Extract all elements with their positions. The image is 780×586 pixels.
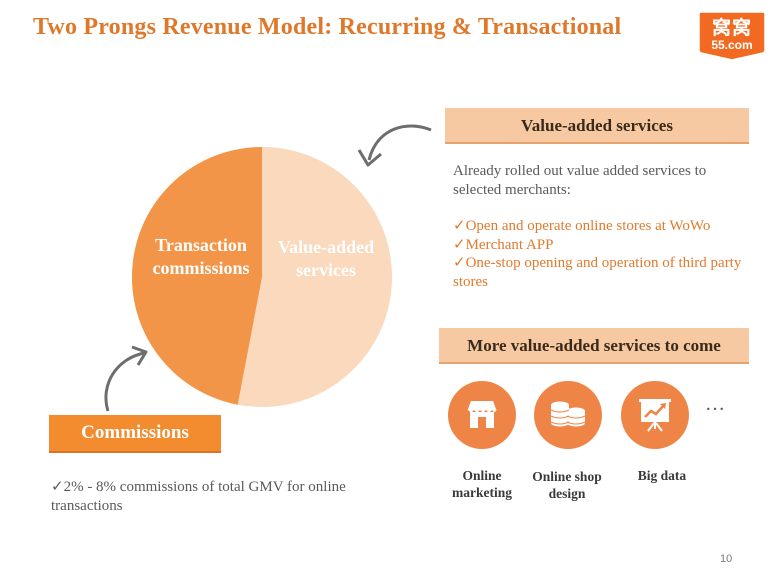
logo-shield-icon [698,11,766,60]
more-ellipsis: … [705,393,726,415]
pie-slice-transaction [131,147,262,405]
icon-label-big-data: Big data [637,468,687,483]
value-added-list: ✓Open and operate online stores at WoWo … [453,217,753,291]
curved-arrow-icon [357,124,432,167]
commissions-description: ✓2% - 8% commissions of total GMV for on… [51,479,346,514]
icon-label-online-marketing: Online marketing [452,468,512,500]
value-added-description: Already rolled out value added services … [453,163,707,198]
pie-label-transaction: Transaction commissions [152,235,250,278]
icon-label-online-shop-design: Online shop design [532,469,602,501]
value-added-header: Value-added services [445,108,749,144]
coin-stack-icon [534,381,602,449]
revenue-pie-chart [131,147,392,407]
logo-domain-text: 55.com [711,38,753,52]
list-item: ✓One-stop opening and operation of third… [453,255,742,290]
check-icon: ✓ [453,236,466,253]
logo-chinese-text: 窝窝 [711,17,752,39]
commissions-header: Commissions [49,415,221,453]
slide-title: Two Prongs Revenue Model: Recurring & Tr… [33,14,622,40]
list-item: ✓Merchant APP [453,236,554,253]
storefront-icon [448,381,516,449]
chart-board-icon [621,381,689,449]
curved-arrow-icon [104,345,148,412]
list-item: ✓Open and operate online stores at WoWo [453,218,711,234]
check-icon: ✓ [453,218,466,234]
check-icon: ✓ [453,255,466,271]
pie-label-value-added: Value-added services [277,237,375,280]
page-number: 10 [720,553,733,565]
more-services-header: More value-added services to come [439,328,749,364]
wowo-logo: 窝窝 55.com [697,10,767,60]
